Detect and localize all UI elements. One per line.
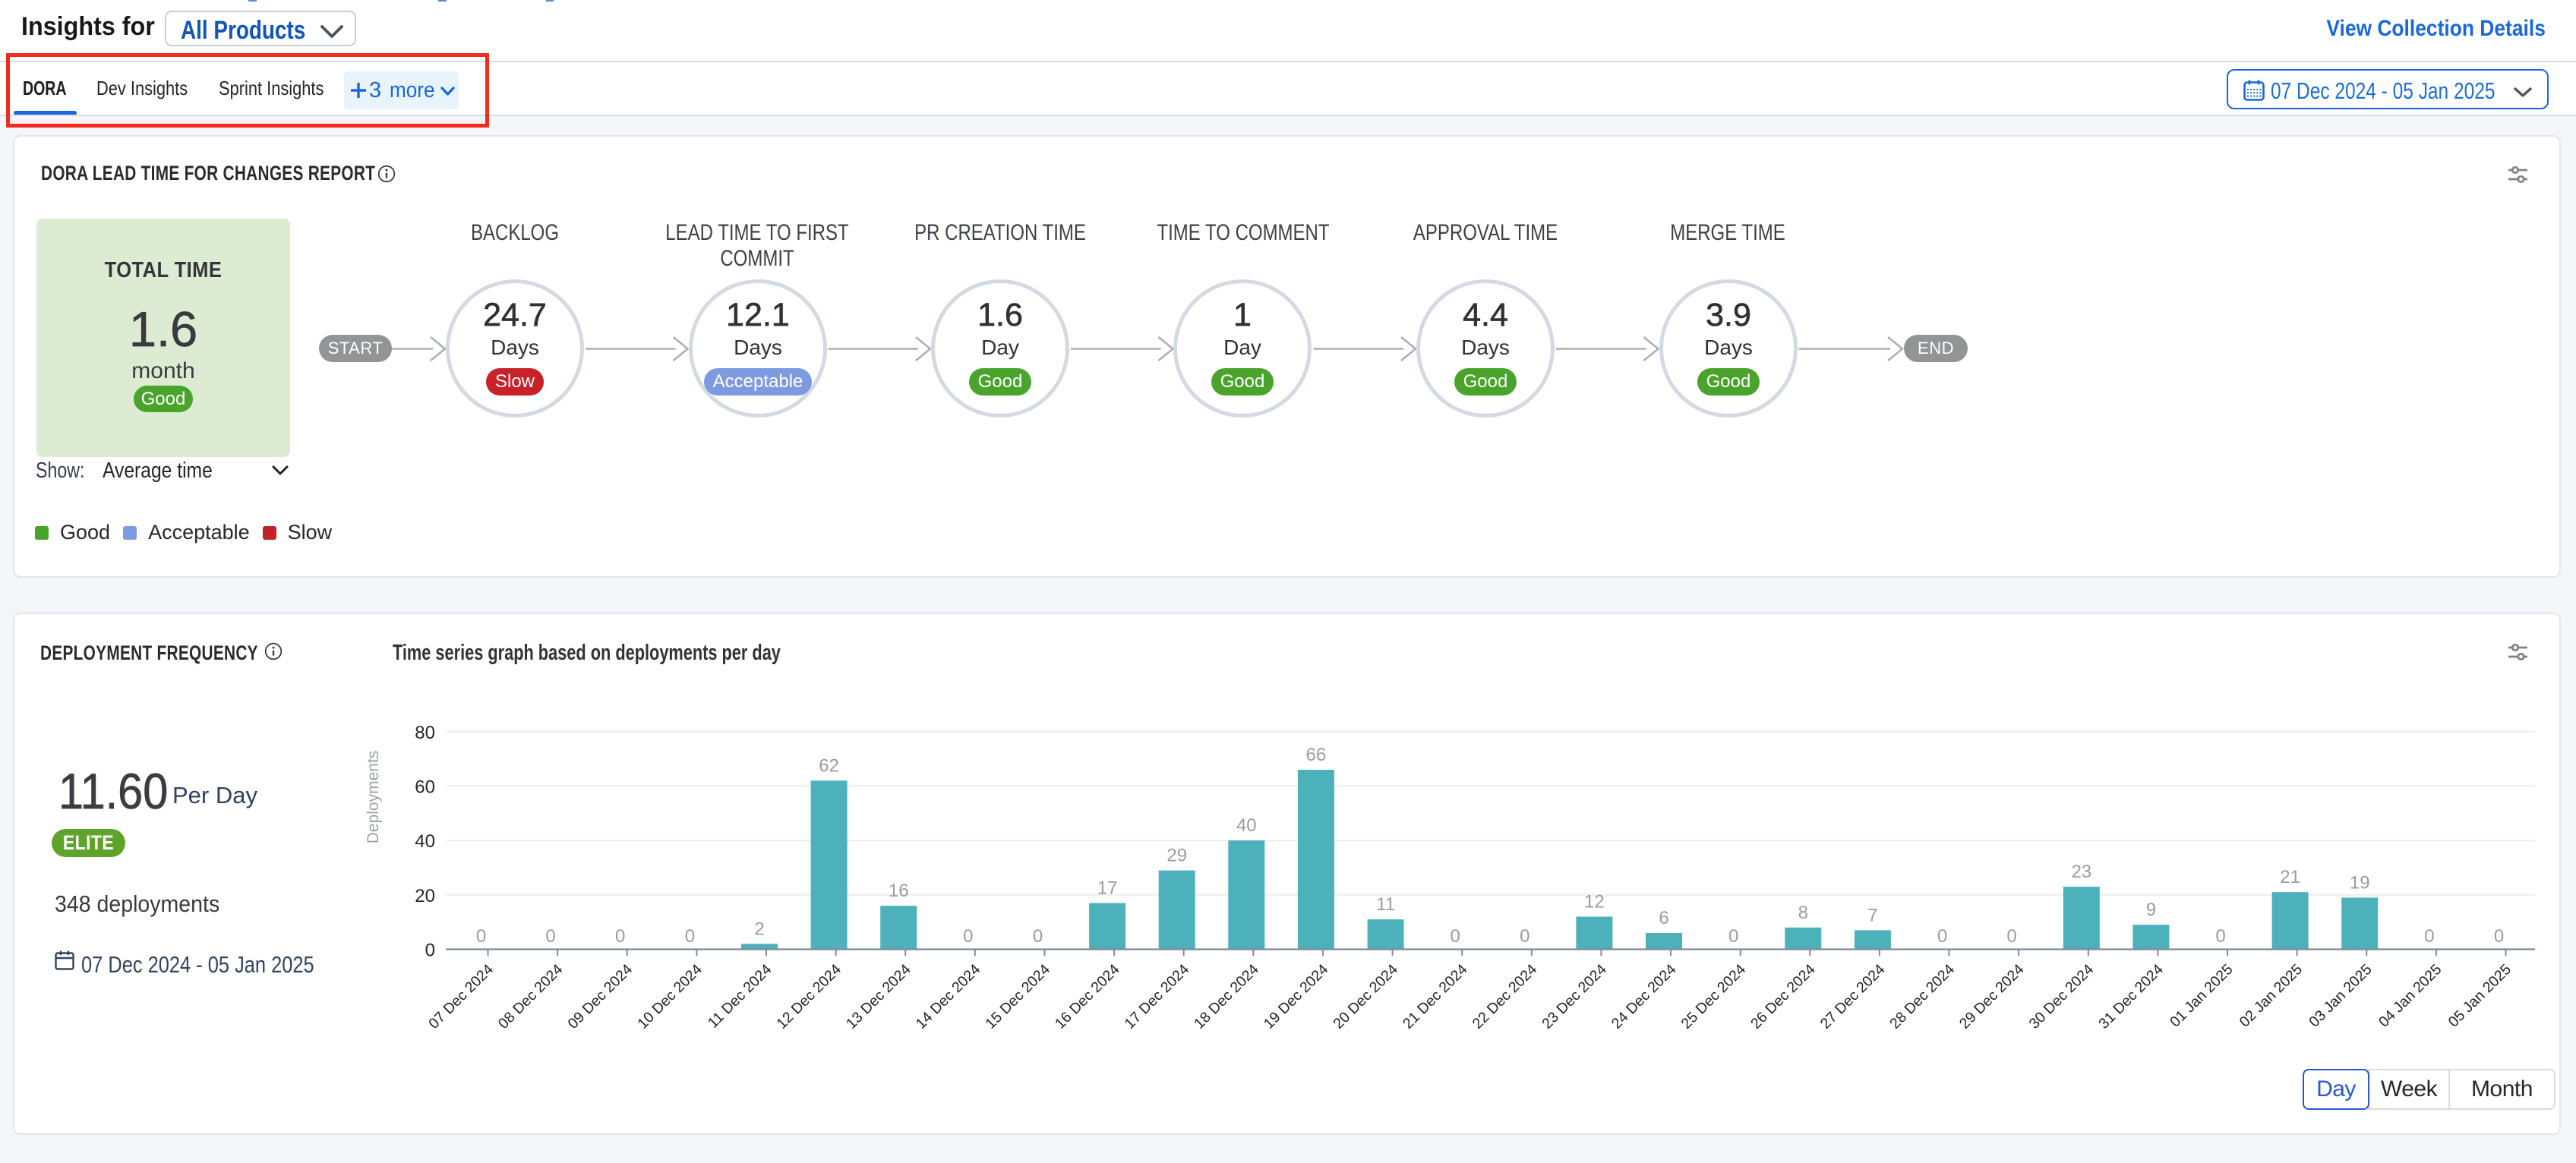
svg-text:14 Dec 2024: 14 Dec 2024 — [913, 961, 984, 1032]
svg-text:Deployments: Deployments — [365, 751, 382, 844]
svg-text:0: 0 — [685, 926, 695, 947]
svg-text:20: 20 — [415, 886, 435, 906]
svg-text:9: 9 — [2146, 900, 2156, 920]
svg-text:22 Dec 2024: 22 Dec 2024 — [1470, 961, 1541, 1032]
svg-text:17: 17 — [1097, 878, 1118, 899]
svg-text:2: 2 — [754, 919, 764, 939]
svg-text:17 Dec 2024: 17 Dec 2024 — [1121, 961, 1192, 1032]
svg-text:12 Dec 2024: 12 Dec 2024 — [773, 961, 844, 1032]
svg-text:0: 0 — [2006, 926, 2016, 947]
svg-text:18 Dec 2024: 18 Dec 2024 — [1191, 961, 1262, 1032]
svg-text:29 Dec 2024: 29 Dec 2024 — [1956, 961, 2028, 1032]
svg-text:27 Dec 2024: 27 Dec 2024 — [1817, 961, 1889, 1032]
svg-text:05 Jan 2025: 05 Jan 2025 — [2445, 961, 2515, 1031]
svg-text:0: 0 — [1451, 926, 1460, 947]
svg-text:60: 60 — [415, 777, 435, 798]
svg-text:19 Dec 2024: 19 Dec 2024 — [1261, 961, 1332, 1032]
svg-text:31 Dec 2024: 31 Dec 2024 — [2095, 961, 2167, 1032]
svg-text:19: 19 — [2350, 872, 2370, 893]
svg-text:0: 0 — [2494, 926, 2504, 947]
svg-text:24 Dec 2024: 24 Dec 2024 — [1608, 961, 1680, 1032]
svg-text:02 Jan 2025: 02 Jan 2025 — [2237, 961, 2306, 1031]
svg-text:07 Dec 2024: 07 Dec 2024 — [425, 961, 497, 1032]
svg-text:0: 0 — [545, 926, 555, 947]
svg-text:23 Dec 2024: 23 Dec 2024 — [1539, 961, 1610, 1032]
svg-text:0: 0 — [2215, 926, 2225, 947]
svg-text:26 Dec 2024: 26 Dec 2024 — [1747, 961, 1819, 1032]
svg-text:10 Dec 2024: 10 Dec 2024 — [634, 961, 706, 1032]
svg-text:7: 7 — [1867, 905, 1877, 925]
svg-text:20 Dec 2024: 20 Dec 2024 — [1330, 961, 1401, 1032]
svg-text:0: 0 — [1033, 926, 1043, 947]
svg-text:08 Dec 2024: 08 Dec 2024 — [495, 961, 567, 1032]
svg-text:25 Dec 2024: 25 Dec 2024 — [1678, 961, 1749, 1032]
svg-text:04 Jan 2025: 04 Jan 2025 — [2376, 961, 2445, 1031]
svg-text:0: 0 — [963, 926, 973, 947]
svg-text:16 Dec 2024: 16 Dec 2024 — [1052, 961, 1123, 1032]
svg-text:12: 12 — [1584, 892, 1605, 912]
svg-text:40: 40 — [1236, 815, 1257, 836]
svg-text:11 Dec 2024: 11 Dec 2024 — [705, 961, 775, 1032]
svg-text:6: 6 — [1659, 908, 1668, 928]
svg-text:16: 16 — [889, 881, 909, 901]
svg-text:80: 80 — [415, 723, 435, 743]
svg-text:21 Dec 2024: 21 Dec 2024 — [1400, 961, 1471, 1032]
svg-text:23: 23 — [2071, 862, 2091, 882]
svg-text:13 Dec 2024: 13 Dec 2024 — [843, 961, 914, 1032]
svg-text:0: 0 — [615, 926, 625, 947]
svg-text:28 Dec 2024: 28 Dec 2024 — [1886, 961, 1958, 1032]
svg-text:11: 11 — [1376, 894, 1395, 915]
svg-text:0: 0 — [2424, 926, 2434, 947]
svg-text:0: 0 — [1728, 926, 1738, 947]
svg-text:8: 8 — [1798, 903, 1808, 923]
svg-text:21: 21 — [2280, 867, 2300, 887]
svg-text:29: 29 — [1166, 846, 1187, 866]
svg-text:0: 0 — [1937, 926, 1947, 947]
svg-text:0: 0 — [425, 941, 435, 961]
svg-text:15 Dec 2024: 15 Dec 2024 — [982, 961, 1053, 1032]
svg-text:0: 0 — [476, 926, 486, 947]
svg-text:62: 62 — [819, 755, 839, 776]
svg-text:66: 66 — [1306, 745, 1327, 765]
svg-text:40: 40 — [415, 831, 435, 852]
svg-text:0: 0 — [1520, 926, 1530, 947]
svg-text:30 Dec 2024: 30 Dec 2024 — [2026, 961, 2098, 1032]
svg-text:03 Jan 2025: 03 Jan 2025 — [2306, 961, 2376, 1031]
svg-text:01 Jan 2025: 01 Jan 2025 — [2167, 961, 2237, 1031]
svg-text:09 Dec 2024: 09 Dec 2024 — [564, 961, 636, 1032]
